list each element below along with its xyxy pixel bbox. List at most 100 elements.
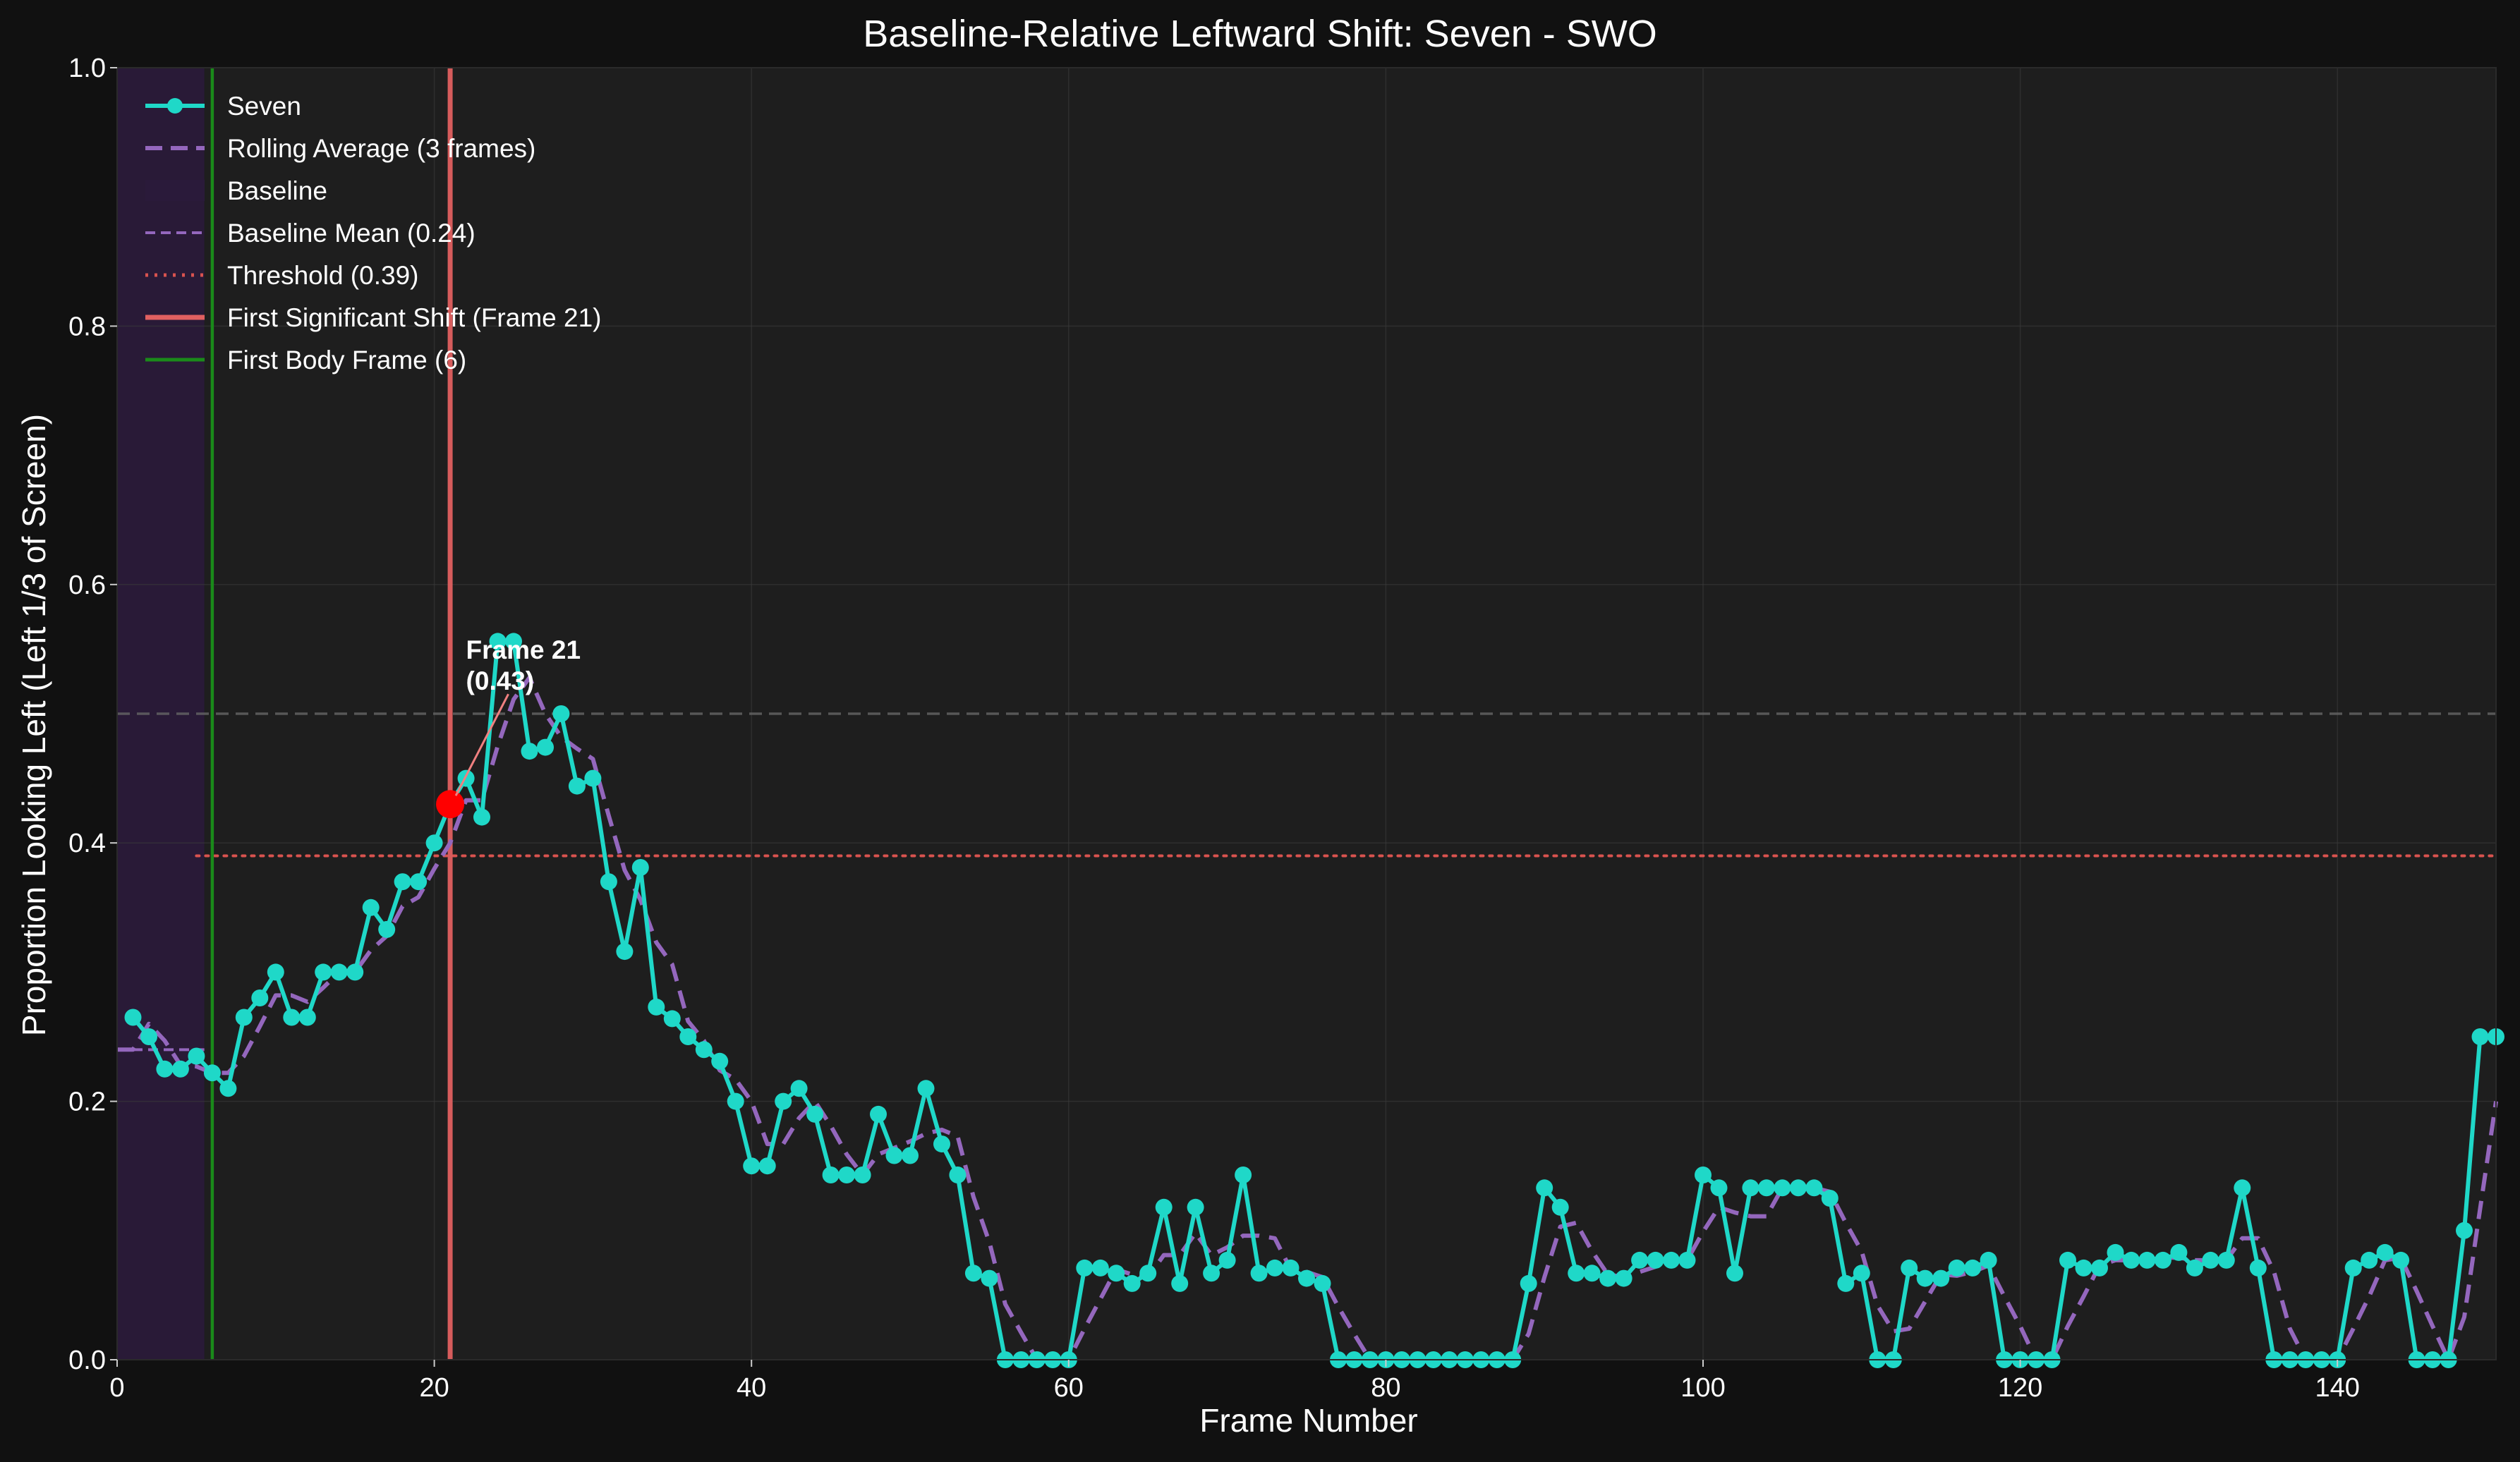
seven-data-point <box>981 1269 998 1287</box>
y-tick-label: 0.8 <box>68 312 106 341</box>
seven-data-point <box>885 1147 903 1164</box>
legend-label-seven: Seven <box>227 92 301 121</box>
seven-data-point <box>140 1028 157 1045</box>
legend-swatch-baseline <box>145 180 205 201</box>
seven-data-point <box>949 1166 967 1183</box>
seven-data-point <box>806 1105 824 1123</box>
seven-data-point <box>2059 1251 2076 1269</box>
seven-data-point <box>2392 1251 2410 1269</box>
x-tick-label: 60 <box>1054 1373 1084 1403</box>
seven-data-point <box>235 1009 253 1026</box>
seven-data-point <box>394 873 411 891</box>
axes-layer <box>116 67 2497 1360</box>
seven-data-point <box>1203 1265 1220 1282</box>
seven-data-point <box>711 1052 729 1070</box>
seven-data-point <box>1536 1179 1553 1197</box>
x-axis-label: Frame Number <box>1199 1402 1417 1439</box>
seven-data-point <box>1631 1251 1649 1269</box>
seven-data-point <box>1583 1265 1601 1282</box>
legend-item-first-shift: First Significant Shift (Frame 21) <box>145 303 601 332</box>
seven-data-point <box>1266 1259 1283 1277</box>
seven-data-point <box>378 920 396 938</box>
seven-data-point <box>1615 1269 1632 1287</box>
annotation-value-text: (0.43) <box>466 666 535 695</box>
seven-data-point <box>1948 1259 1965 1277</box>
seven-data-point <box>2249 1259 2267 1277</box>
seven-data-point <box>537 738 554 756</box>
seven-data-point <box>283 1009 301 1026</box>
seven-data-point <box>425 834 443 852</box>
seven-data-point <box>616 943 634 961</box>
seven-data-point <box>1805 1179 1823 1197</box>
seven-data-point <box>1964 1259 1982 1277</box>
seven-data-point <box>457 769 475 787</box>
legend-item-first-body: First Body Frame (6) <box>145 346 466 374</box>
seven-data-point <box>727 1092 744 1110</box>
seven-data-point <box>2107 1243 2124 1261</box>
seven-data-point <box>1076 1259 1094 1277</box>
legend: Seven Rolling Average (3 frames) Baselin… <box>145 92 601 374</box>
seven-data-point <box>1901 1259 1918 1277</box>
seven-data-point <box>1678 1251 1696 1269</box>
seven-data-point <box>679 1028 697 1045</box>
seven-data-point <box>1108 1265 1125 1282</box>
x-tick-label: 80 <box>1371 1373 1400 1403</box>
seven-data-point <box>870 1105 887 1123</box>
seven-data-point <box>1726 1265 1743 1282</box>
seven-data-point <box>631 859 649 876</box>
x-tick-label: 40 <box>737 1373 766 1403</box>
seven-data-point <box>1282 1259 1300 1277</box>
legend-item-baseline-mean: Baseline Mean (0.24) <box>145 219 475 248</box>
seven-data-point <box>521 743 538 760</box>
seven-data-point <box>1647 1251 1664 1269</box>
seven-data-point <box>2217 1251 2235 1269</box>
vertical-markers-layer <box>210 68 453 1360</box>
seven-data-point <box>600 873 617 891</box>
shift-highlight-layer <box>436 790 465 819</box>
seven-data-point <box>251 989 269 1006</box>
y-tick-label: 0.0 <box>68 1346 106 1375</box>
seven-data-point <box>2471 1028 2489 1045</box>
seven-data-point <box>156 1060 174 1078</box>
seven-data-point <box>410 873 428 891</box>
seven-data-point <box>1171 1274 1189 1292</box>
first-shift-marker <box>436 790 465 819</box>
seven-data-point <box>1757 1179 1775 1197</box>
seven-data-point <box>2344 1259 2362 1277</box>
seven-data-point <box>346 963 364 981</box>
seven-data-point <box>2075 1259 2092 1277</box>
axes-frame <box>116 67 2497 1360</box>
seven-data-point <box>1789 1179 1807 1197</box>
seven-data-point <box>2202 1251 2219 1269</box>
seven-data-point <box>1695 1166 1712 1183</box>
y-tick-label: 0.6 <box>68 571 106 600</box>
seven-data-point <box>1155 1198 1173 1216</box>
seven-data-point <box>775 1092 792 1110</box>
seven-data-point <box>917 1080 935 1097</box>
legend-label-baseline-mean: Baseline Mean (0.24) <box>227 219 475 248</box>
seven-data-point <box>1187 1198 1204 1216</box>
seven-data-point <box>2456 1222 2473 1239</box>
seven-data-point <box>743 1157 761 1175</box>
seven-data-point <box>758 1157 776 1175</box>
legend-label-baseline: Baseline <box>227 176 327 205</box>
legend-label-rolling: Rolling Average (3 frames) <box>227 134 535 163</box>
ticks-layer: 0 20 40 60 80 100 120 140 0.0 0.2 0.4 0.6 0.8 1.0 <box>68 54 2360 1403</box>
seven-data-point <box>1520 1274 1537 1292</box>
seven-data-point <box>822 1166 840 1183</box>
seven-data-point <box>2186 1259 2203 1277</box>
seven-data-point <box>902 1147 919 1164</box>
seven-data-point <box>663 1010 681 1028</box>
x-tick-label: 0 <box>109 1373 124 1403</box>
x-tick-label: 100 <box>1680 1373 1725 1403</box>
x-tick-label: 140 <box>2315 1373 2359 1403</box>
legend-item-threshold: Threshold (0.39) <box>145 261 418 290</box>
legend-item-rolling: Rolling Average (3 frames) <box>145 134 535 163</box>
seven-data-point <box>1916 1269 1934 1287</box>
seven-data-point <box>2234 1179 2251 1197</box>
seven-data-point <box>362 898 380 916</box>
seven-data-point <box>219 1080 237 1097</box>
seven-data-point <box>1932 1269 1950 1287</box>
seven-data-point <box>2361 1251 2378 1269</box>
